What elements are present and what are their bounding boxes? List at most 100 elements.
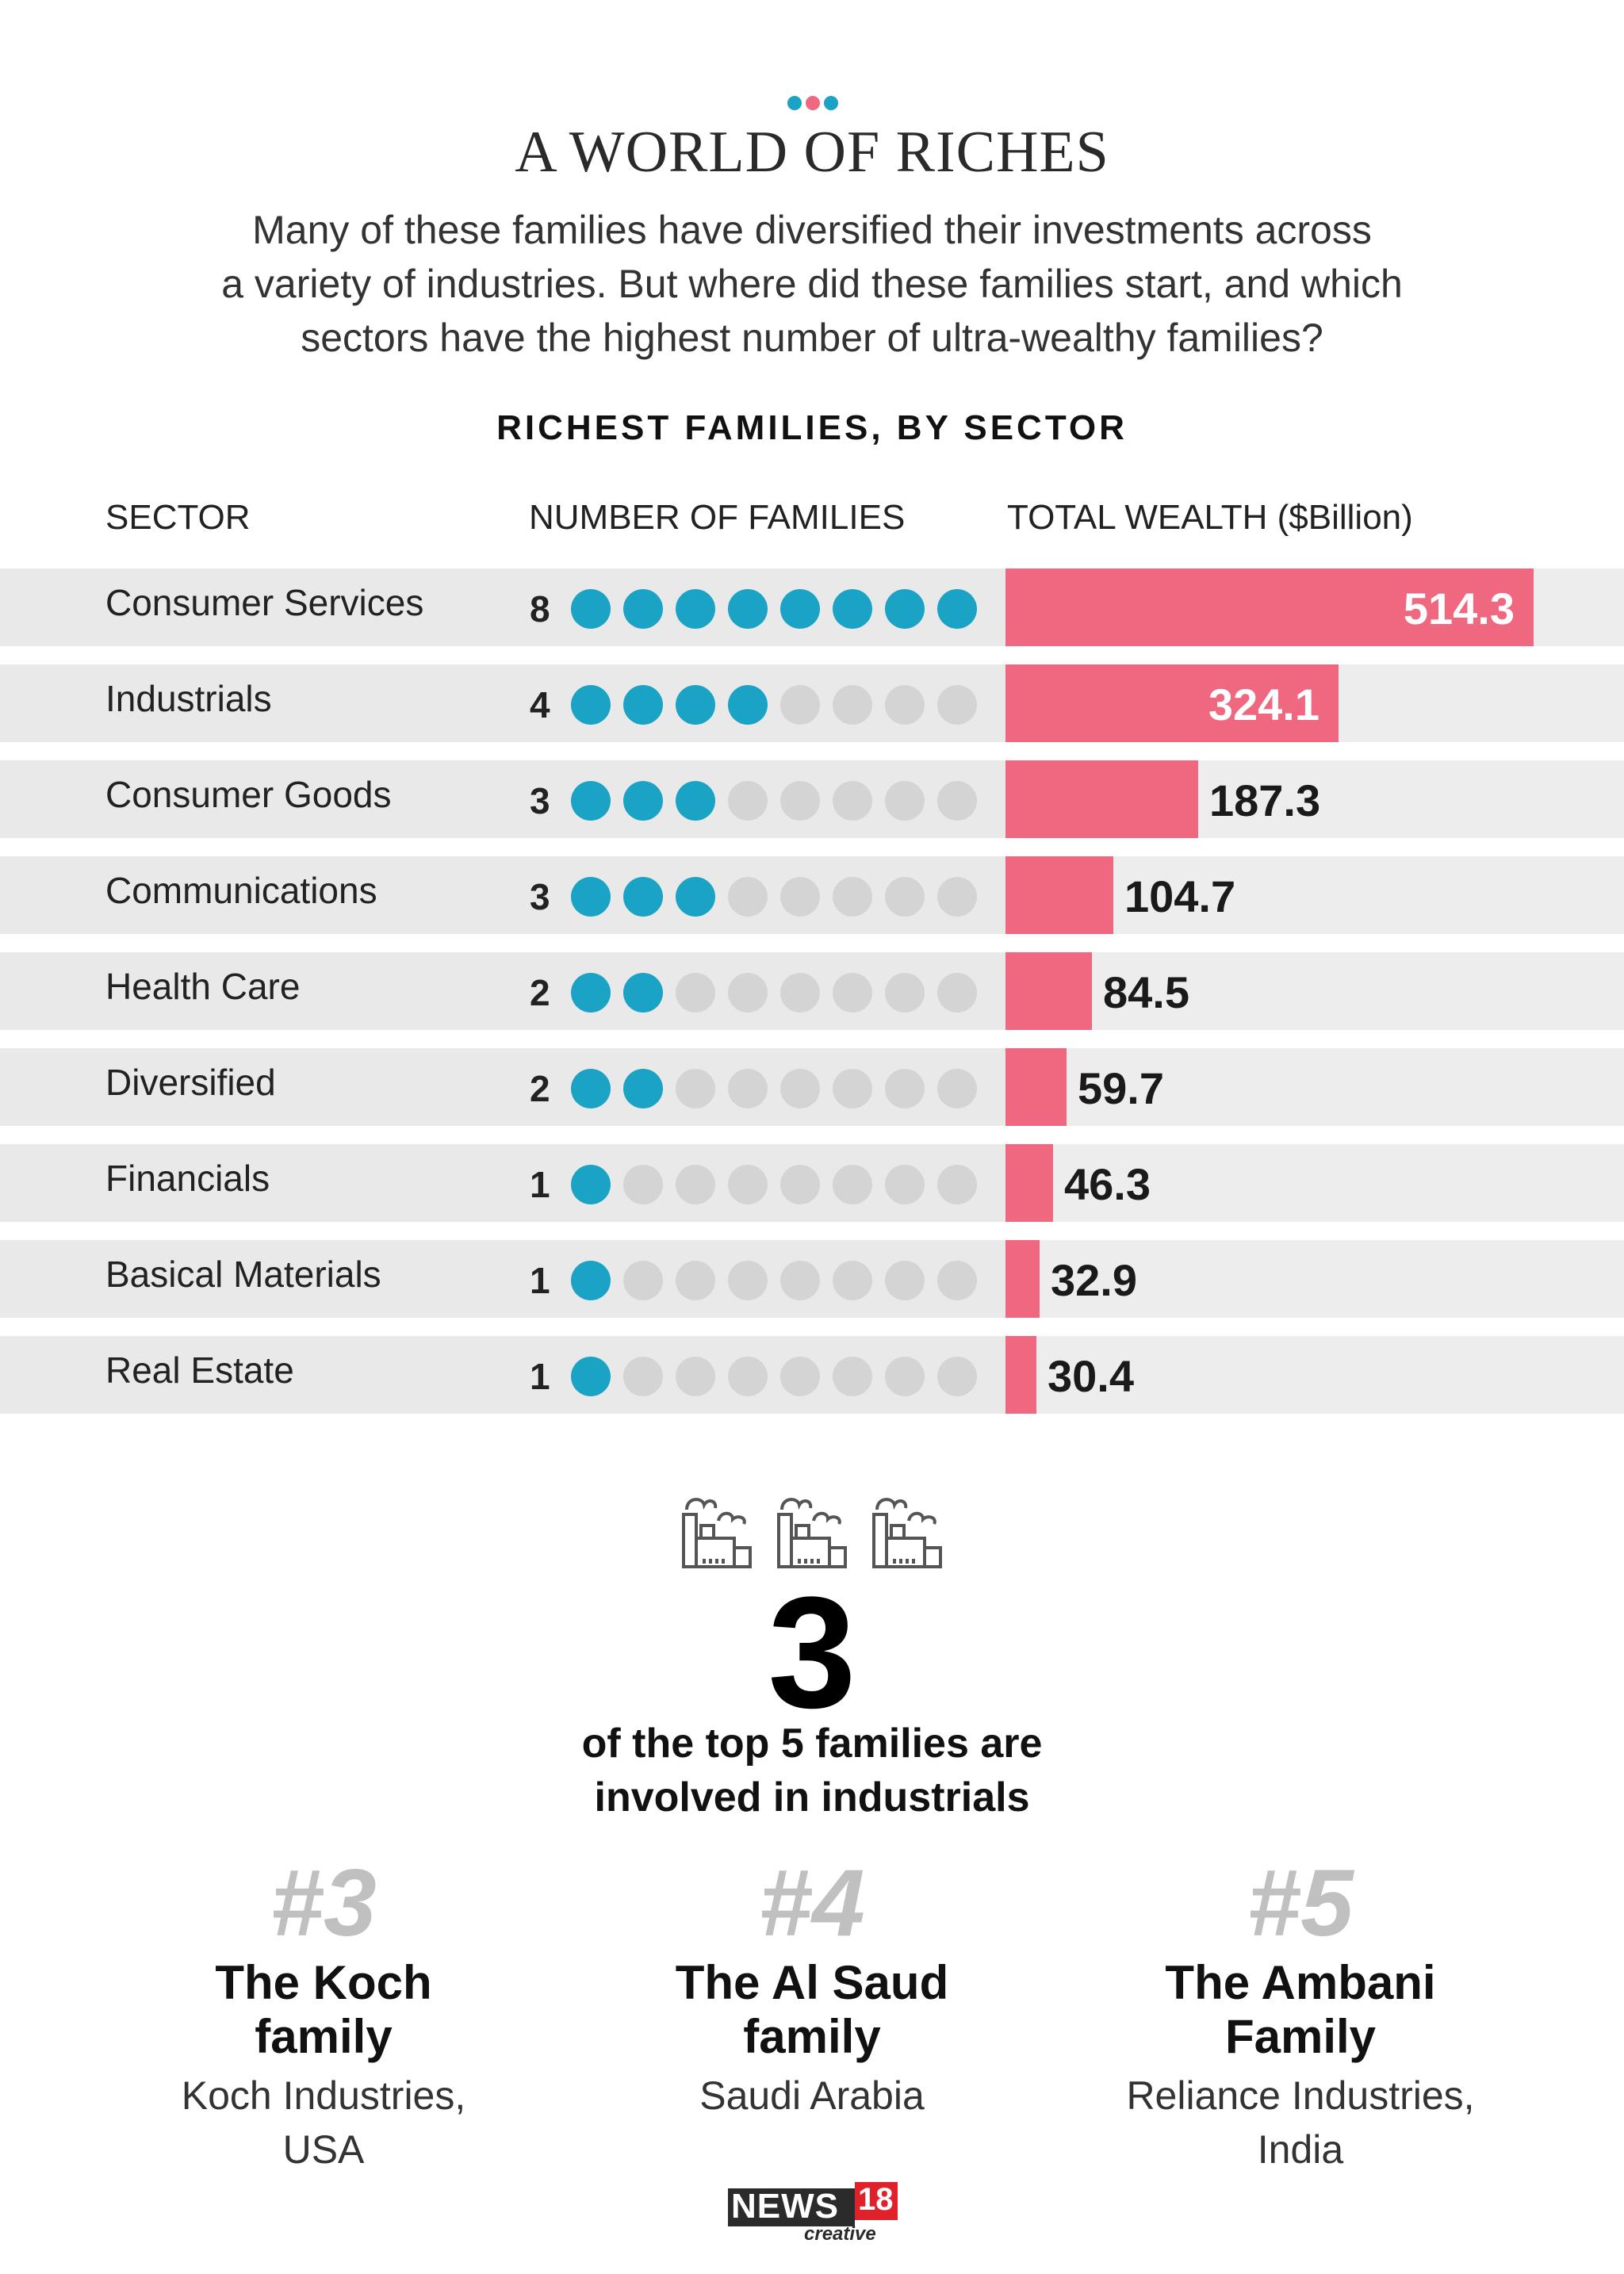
family-dot-empty — [780, 1165, 820, 1204]
page-title: A WORLD OF RICHES — [515, 120, 1109, 185]
family-dot-filled — [571, 1357, 611, 1396]
family-dot-empty — [728, 1357, 768, 1396]
family-dot-empty — [937, 1069, 977, 1108]
family-rank: #4 — [759, 1850, 865, 1956]
family-count: 8 — [530, 588, 550, 630]
chart-title: RICHEST FAMILIES, BY SECTOR — [496, 408, 1128, 447]
family-dot-filled — [571, 685, 611, 725]
family-dot-empty — [937, 1165, 977, 1204]
family-dot-empty — [885, 1261, 925, 1300]
family-dot-filled — [623, 685, 663, 725]
wealth-bar — [1005, 1336, 1036, 1414]
title-decoration — [787, 96, 838, 110]
intro-line: Many of these families have diversified … — [252, 208, 1372, 252]
factory-icon — [682, 1498, 752, 1568]
family-rank: #3 — [270, 1850, 377, 1956]
column-header-sector: SECTOR — [105, 498, 251, 537]
family-name-line: The Al Saud — [675, 1956, 949, 2009]
family-dot-filled — [937, 589, 977, 629]
family-dot-filled — [623, 877, 663, 917]
sector-label: Consumer Goods — [105, 774, 392, 815]
wealth-bar — [1005, 568, 1534, 646]
family-detail-line: USA — [282, 2127, 365, 2172]
sector-label: Communications — [105, 870, 377, 911]
family-count: 3 — [530, 780, 550, 821]
family-detail: Saudi Arabia — [590, 2069, 1034, 2123]
family-dot-filled — [571, 589, 611, 629]
family-dot-empty — [937, 1261, 977, 1300]
family-dot-empty — [885, 1165, 925, 1204]
family-dot-empty — [937, 685, 977, 725]
family-dot-empty — [780, 781, 820, 821]
family-name: The Al Saud family — [590, 1956, 1034, 2064]
family-dot-empty — [676, 1261, 715, 1300]
wealth-bar — [1005, 1240, 1040, 1318]
family-detail: Reliance Industries, India — [1078, 2069, 1522, 2176]
family-dot-empty — [780, 685, 820, 725]
family-dot-empty — [676, 1357, 715, 1396]
wealth-value-label: 514.3 — [1403, 584, 1515, 634]
wealth-bar — [1005, 1048, 1067, 1126]
family-dot-filled — [571, 1165, 611, 1204]
wealth-bar — [1005, 1144, 1053, 1222]
family-dot-empty — [885, 781, 925, 821]
family-dot-empty — [728, 1165, 768, 1204]
family-dot-empty — [623, 1165, 663, 1204]
column-header-wealth: TOTAL WEALTH ($Billion) — [1007, 498, 1413, 537]
family-name: The Ambani Family — [1078, 1956, 1522, 2064]
logo-creative-text: creative — [804, 2223, 876, 2245]
wealth-value-label: 324.1 — [1208, 680, 1320, 729]
family-dot-empty — [623, 1357, 663, 1396]
family-name-line: The Ambani — [1165, 1956, 1436, 2009]
highlight-caption-line: of the top 5 families are — [581, 1721, 1043, 1767]
family-card-al-saud: #4 The Al Saud family Saudi Arabia — [590, 1851, 1034, 2123]
highlight-number: 3 — [768, 1564, 856, 1741]
family-dot-filled — [676, 781, 715, 821]
family-name-line: Family — [1224, 2010, 1377, 2063]
family-dot-empty — [728, 1261, 768, 1300]
family-dot-filled — [885, 589, 925, 629]
family-count: 1 — [530, 1260, 550, 1301]
family-dot-empty — [937, 877, 977, 917]
wealth-value-label: 187.3 — [1209, 775, 1321, 825]
wealth-bar — [1005, 760, 1198, 838]
family-rank: #5 — [1247, 1850, 1354, 1956]
wealth-bar — [1005, 952, 1092, 1030]
family-dot-filled — [623, 589, 663, 629]
family-count: 3 — [530, 876, 550, 917]
family-name-line: family — [255, 2010, 393, 2063]
family-dot-empty — [833, 685, 872, 725]
family-card-koch: #3 The Koch family Koch Industries, USA — [102, 1851, 546, 2176]
family-dot-empty — [728, 781, 768, 821]
logo-news-block — [728, 2188, 855, 2226]
intro-line: a variety of industries. But where did t… — [221, 262, 1403, 306]
family-dot-filled — [571, 877, 611, 917]
highlight-caption: of the top 5 families are involved in in… — [0, 1717, 1624, 1824]
sector-label: Real Estate — [105, 1349, 294, 1391]
family-dot-empty — [833, 1261, 872, 1300]
family-dot-empty — [728, 973, 768, 1013]
family-dot-empty — [676, 973, 715, 1013]
factory-icon — [777, 1498, 847, 1568]
logo-news-text: NEWS — [731, 2187, 839, 2226]
family-dot-empty — [780, 1357, 820, 1396]
family-name-line: family — [743, 2010, 881, 2063]
family-dot-filled — [728, 589, 768, 629]
wealth-bar — [1005, 856, 1113, 934]
sector-label: Industrials — [105, 678, 272, 719]
family-detail-line: Koch Industries, — [181, 2073, 466, 2118]
family-count: 2 — [530, 1068, 550, 1109]
family-dot-empty — [885, 685, 925, 725]
bar-track — [1005, 1144, 1624, 1222]
family-name-line: The Koch — [215, 1956, 432, 2009]
family-dot-empty — [728, 877, 768, 917]
family-count: 2 — [530, 972, 550, 1013]
wealth-value-label: 104.7 — [1124, 871, 1236, 921]
family-dot-empty — [937, 781, 977, 821]
family-dot-filled — [571, 973, 611, 1013]
column-header-families: NUMBER OF FAMILIES — [529, 498, 906, 537]
family-dot-empty — [780, 1069, 820, 1108]
family-detail: Koch Industries, USA — [102, 2069, 546, 2176]
family-dot-empty — [885, 1357, 925, 1396]
family-dot-filled — [676, 877, 715, 917]
